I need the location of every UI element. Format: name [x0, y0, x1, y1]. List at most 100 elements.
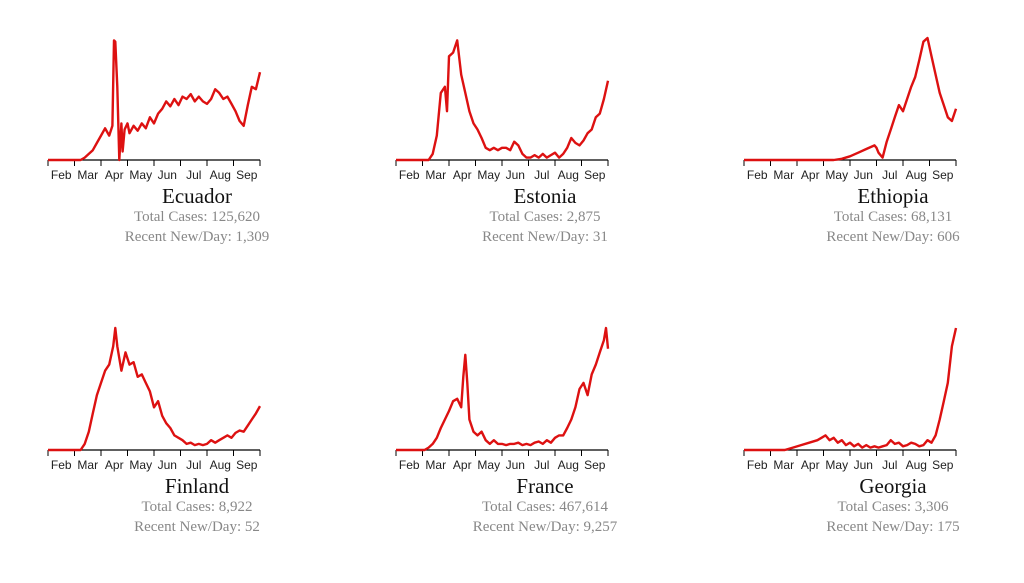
x-tick-label: Jun — [158, 458, 177, 472]
series-line — [744, 327, 958, 452]
x-tick-label: Feb — [399, 458, 420, 472]
country-name: Ethiopia — [857, 184, 929, 208]
series-line — [48, 326, 262, 452]
x-tick-label: Feb — [747, 168, 768, 182]
recent-new-value: 1,309 — [235, 229, 270, 245]
total-cases: Total Cases: 2,875 — [390, 209, 700, 226]
country-name: Estonia — [513, 184, 577, 208]
recent-new-label: Recent New/Day: — [482, 229, 590, 245]
x-tick-label: Mar — [77, 168, 98, 182]
line-chart-estonia: Feb Mar Apr May Jun Jul Aug Sep — [395, 39, 610, 182]
recent-new-value: 52 — [244, 519, 260, 535]
x-tick-label: Feb — [747, 458, 768, 472]
x-tick-label: Mar — [425, 168, 446, 182]
x-tick-label: Apr — [105, 458, 124, 472]
x-tick-label: Feb — [51, 458, 72, 472]
chart-panel-ecuador: Feb Mar Apr May Jun Jul Aug Sep Ecuador Total C… — [42, 0, 342, 260]
x-tick-label: May — [825, 458, 848, 472]
x-tick-label: Jun — [854, 458, 873, 472]
recent-new-per-day: Recent New/Day: 175 — [738, 519, 1024, 536]
recent-new-label: Recent New/Day: — [124, 229, 232, 245]
x-tick-label: Aug — [558, 168, 579, 182]
recent-new-value: 31 — [592, 229, 608, 245]
x-tick-label: Feb — [51, 168, 72, 182]
x-tick-label: May — [477, 168, 500, 182]
x-tick-label: Sep — [236, 458, 258, 472]
recent-new-label: Recent New/Day: — [472, 519, 580, 535]
x-tick-label: May — [477, 458, 500, 472]
x-tick-label: Jul — [186, 458, 201, 472]
country-name: Georgia — [859, 474, 927, 498]
recent-new-per-day: Recent New/Day: 31 — [390, 229, 700, 246]
total-cases-value: 125,620 — [211, 209, 261, 225]
total-cases-value: 68,131 — [911, 209, 953, 225]
total-cases: Total Cases: 68,131 — [738, 209, 1024, 226]
series-line — [744, 36, 958, 162]
recent-new-per-day: Recent New/Day: 606 — [738, 229, 1024, 246]
x-tick-label: Mar — [425, 458, 446, 472]
recent-new-value: 606 — [937, 229, 960, 245]
recent-new-value: 9,257 — [583, 519, 618, 535]
total-cases-label: Total Cases: — [481, 499, 556, 515]
x-tick-label: Jul — [882, 458, 897, 472]
x-tick-label: Jun — [158, 168, 177, 182]
x-tick-label: Aug — [210, 458, 231, 472]
x-tick-label: Sep — [584, 168, 606, 182]
recent-new-label: Recent New/Day: — [826, 229, 934, 245]
total-cases-value: 3,306 — [914, 499, 949, 515]
x-tick-label: Mar — [773, 168, 794, 182]
x-tick-label: Aug — [906, 168, 927, 182]
x-tick-label: Jul — [534, 458, 549, 472]
total-cases-label: Total Cases: — [133, 209, 208, 225]
x-tick-label: Apr — [801, 458, 820, 472]
x-tick-label: Jun — [854, 168, 873, 182]
x-tick-label: Apr — [453, 458, 472, 472]
line-chart-finland: Feb Mar Apr May Jun Jul Aug Sep — [47, 326, 262, 472]
recent-new-per-day: Recent New/Day: 52 — [42, 519, 352, 536]
x-tick-label: Jul — [882, 168, 897, 182]
total-cases-label: Total Cases: — [837, 499, 912, 515]
total-cases: Total Cases: 125,620 — [42, 209, 352, 226]
recent-new-label: Recent New/Day: — [826, 519, 934, 535]
chart-panel-france: Feb Mar Apr May Jun Jul Aug Sep France Total Ca… — [390, 290, 690, 550]
recent-new-label: Recent New/Day: — [134, 519, 242, 535]
x-tick-label: Aug — [906, 458, 927, 472]
total-cases-value: 2,875 — [566, 209, 601, 225]
recent-new-value: 175 — [937, 519, 960, 535]
x-tick-label: Sep — [584, 458, 606, 472]
series-line — [48, 39, 262, 162]
x-tick-label: Sep — [236, 168, 258, 182]
x-tick-label: Mar — [773, 458, 794, 472]
line-chart-georgia: Feb Mar Apr May Jun Jul Aug Sep — [743, 327, 958, 472]
x-tick-label: Aug — [210, 168, 231, 182]
x-tick-label: Apr — [801, 168, 820, 182]
x-tick-label: May — [825, 168, 848, 182]
x-tick-label: Sep — [932, 168, 954, 182]
chart-panel-estonia: Feb Mar Apr May Jun Jul Aug Sep Estonia Total C… — [390, 0, 690, 260]
x-tick-label: Apr — [105, 168, 124, 182]
x-tick-label: Feb — [399, 168, 420, 182]
x-tick-label: Sep — [932, 458, 954, 472]
line-chart-ethiopia: Feb Mar Apr May Jun Jul Aug Sep — [743, 36, 958, 182]
chart-panel-finland: Feb Mar Apr May Jun Jul Aug Sep Finland Total C… — [42, 290, 342, 550]
country-name: Finland — [164, 474, 230, 498]
total-cases-label: Total Cases: — [833, 209, 908, 225]
recent-new-per-day: Recent New/Day: 9,257 — [390, 519, 700, 536]
country-name: France — [516, 474, 574, 498]
x-tick-label: Jul — [534, 168, 549, 182]
country-name: Ecuador — [162, 184, 232, 208]
chart-panel-georgia: Feb Mar Apr May Jun Jul Aug Sep Georgia Total C… — [738, 290, 1024, 550]
x-tick-label: Jun — [506, 458, 525, 472]
x-tick-label: May — [129, 458, 152, 472]
total-cases-label: Total Cases: — [489, 209, 564, 225]
x-tick-label: Aug — [558, 458, 579, 472]
total-cases: Total Cases: 3,306 — [738, 499, 1024, 516]
recent-new-per-day: Recent New/Day: 1,309 — [42, 229, 352, 246]
series-line — [396, 326, 610, 452]
total-cases: Total Cases: 8,922 — [42, 499, 352, 516]
line-chart-ecuador: Feb Mar Apr May Jun Jul Aug Sep — [47, 39, 262, 182]
chart-panel-ethiopia: Feb Mar Apr May Jun Jul Aug Sep Ethiopia Total … — [738, 0, 1024, 260]
total-cases-value: 8,922 — [218, 499, 253, 515]
total-cases: Total Cases: 467,614 — [390, 499, 700, 516]
x-tick-label: Jul — [186, 168, 201, 182]
